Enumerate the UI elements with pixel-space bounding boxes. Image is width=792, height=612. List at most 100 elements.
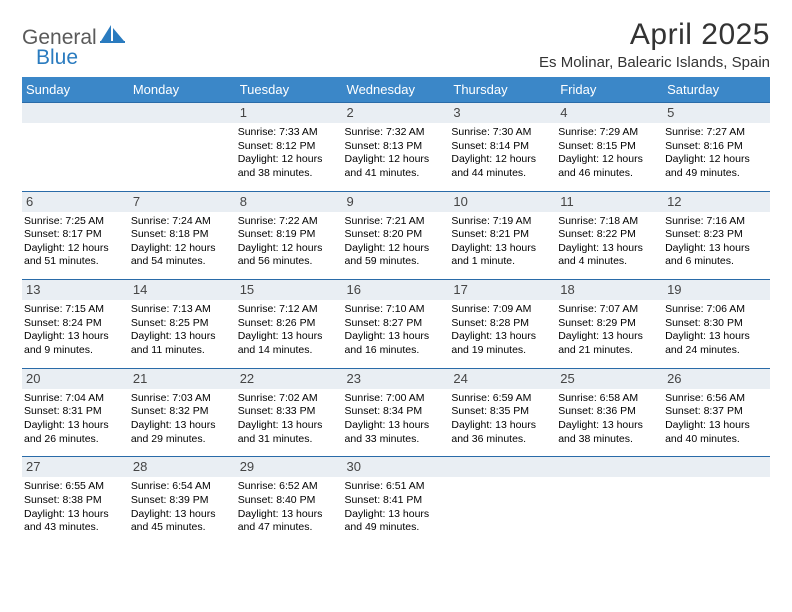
sunrise-text: Sunrise: 7:22 AM [238, 215, 339, 229]
sunrise-text: Sunrise: 6:54 AM [131, 480, 232, 494]
daylight-text: Daylight: 12 hours and 49 minutes. [665, 153, 766, 180]
day-details: Sunrise: 6:55 AMSunset: 8:38 PMDaylight:… [24, 480, 125, 535]
sunset-text: Sunset: 8:24 PM [24, 317, 125, 331]
sunrise-text: Sunrise: 6:55 AM [24, 480, 125, 494]
day-number: 5 [663, 103, 770, 123]
day-cell: 2Sunrise: 7:32 AMSunset: 8:13 PMDaylight… [343, 103, 450, 192]
daylight-text: Daylight: 13 hours and 16 minutes. [345, 330, 446, 357]
daylight-text: Daylight: 12 hours and 59 minutes. [345, 242, 446, 269]
sunrise-text: Sunrise: 7:27 AM [665, 126, 766, 140]
sunrise-text: Sunrise: 6:56 AM [665, 392, 766, 406]
day-number: 6 [22, 192, 129, 212]
day-number: 24 [449, 369, 556, 389]
day-number: 28 [129, 457, 236, 477]
brand-logo: General Blue [22, 26, 97, 70]
day-number: 15 [236, 280, 343, 300]
daylight-text: Daylight: 13 hours and 38 minutes. [558, 419, 659, 446]
day-number-empty [556, 457, 663, 477]
day-header-row: SundayMondayTuesdayWednesdayThursdayFrid… [22, 77, 770, 103]
sunset-text: Sunset: 8:25 PM [131, 317, 232, 331]
sunset-text: Sunset: 8:19 PM [238, 228, 339, 242]
day-cell: 30Sunrise: 6:51 AMSunset: 8:41 PMDayligh… [343, 457, 450, 545]
sunrise-text: Sunrise: 7:10 AM [345, 303, 446, 317]
sunset-text: Sunset: 8:16 PM [665, 140, 766, 154]
day-number: 23 [343, 369, 450, 389]
sunset-text: Sunset: 8:14 PM [451, 140, 552, 154]
daylight-text: Daylight: 13 hours and 43 minutes. [24, 508, 125, 535]
day-cell: 4Sunrise: 7:29 AMSunset: 8:15 PMDaylight… [556, 103, 663, 192]
daylight-text: Daylight: 13 hours and 4 minutes. [558, 242, 659, 269]
day-header-sunday: Sunday [22, 77, 129, 103]
calendar-table: SundayMondayTuesdayWednesdayThursdayFrid… [22, 77, 770, 545]
sunrise-text: Sunrise: 7:21 AM [345, 215, 446, 229]
day-cell [449, 457, 556, 545]
sunset-text: Sunset: 8:20 PM [345, 228, 446, 242]
day-details: Sunrise: 6:58 AMSunset: 8:36 PMDaylight:… [558, 392, 659, 447]
daylight-text: Daylight: 13 hours and 36 minutes. [451, 419, 552, 446]
day-cell: 13Sunrise: 7:15 AMSunset: 8:24 PMDayligh… [22, 280, 129, 369]
day-cell: 26Sunrise: 6:56 AMSunset: 8:37 PMDayligh… [663, 368, 770, 457]
sunset-text: Sunset: 8:15 PM [558, 140, 659, 154]
day-cell: 10Sunrise: 7:19 AMSunset: 8:21 PMDayligh… [449, 191, 556, 280]
day-details: Sunrise: 7:00 AMSunset: 8:34 PMDaylight:… [345, 392, 446, 447]
sunrise-text: Sunrise: 6:59 AM [451, 392, 552, 406]
day-details: Sunrise: 7:33 AMSunset: 8:12 PMDaylight:… [238, 126, 339, 181]
sunset-text: Sunset: 8:13 PM [345, 140, 446, 154]
sunset-text: Sunset: 8:39 PM [131, 494, 232, 508]
sunset-text: Sunset: 8:34 PM [345, 405, 446, 419]
day-details: Sunrise: 7:13 AMSunset: 8:25 PMDaylight:… [131, 303, 232, 358]
daylight-text: Daylight: 13 hours and 24 minutes. [665, 330, 766, 357]
sunrise-text: Sunrise: 7:04 AM [24, 392, 125, 406]
day-number: 20 [22, 369, 129, 389]
daylight-text: Daylight: 13 hours and 9 minutes. [24, 330, 125, 357]
day-number: 4 [556, 103, 663, 123]
month-title: April 2025 [539, 18, 770, 52]
sunset-text: Sunset: 8:21 PM [451, 228, 552, 242]
daylight-text: Daylight: 13 hours and 14 minutes. [238, 330, 339, 357]
daylight-text: Daylight: 13 hours and 19 minutes. [451, 330, 552, 357]
day-details: Sunrise: 7:22 AMSunset: 8:19 PMDaylight:… [238, 215, 339, 270]
day-number: 10 [449, 192, 556, 212]
daylight-text: Daylight: 12 hours and 56 minutes. [238, 242, 339, 269]
sunrise-text: Sunrise: 6:52 AM [238, 480, 339, 494]
day-number-empty [449, 457, 556, 477]
day-cell: 8Sunrise: 7:22 AMSunset: 8:19 PMDaylight… [236, 191, 343, 280]
day-cell: 14 Sunrise: 7:13 AMSunset: 8:25 PMDayligh… [129, 280, 236, 369]
day-header-thursday: Thursday [449, 77, 556, 103]
day-number: 9 [343, 192, 450, 212]
sunset-text: Sunset: 8:31 PM [24, 405, 125, 419]
sunset-text: Sunset: 8:27 PM [345, 317, 446, 331]
day-details: Sunrise: 7:27 AMSunset: 8:16 PMDaylight:… [665, 126, 766, 181]
daylight-text: Daylight: 13 hours and 33 minutes. [345, 419, 446, 446]
sunrise-text: Sunrise: 6:51 AM [345, 480, 446, 494]
sunrise-text: Sunrise: 6:58 AM [558, 392, 659, 406]
daylight-text: Daylight: 13 hours and 6 minutes. [665, 242, 766, 269]
sunrise-text: Sunrise: 7:15 AM [24, 303, 125, 317]
daylight-text: Daylight: 13 hours and 31 minutes. [238, 419, 339, 446]
day-details: Sunrise: 7:32 AMSunset: 8:13 PMDaylight:… [345, 126, 446, 181]
week-row: 20 Sunrise: 7:04 AMSunset: 8:31 PM Dayligh… [22, 368, 770, 457]
sunrise-text: Sunrise: 7:00 AM [345, 392, 446, 406]
day-number: 26 [663, 369, 770, 389]
day-number: 30 [343, 457, 450, 477]
day-cell: 22Sunrise: 7:02 AMSunset: 8:33 PMDayligh… [236, 368, 343, 457]
sunset-text: Sunset: 8:35 PM [451, 405, 552, 419]
day-details: Sunrise: 6:54 AMSunset: 8:39 PMDaylight:… [131, 480, 232, 535]
day-details: Sunrise: 7:25 AMSunset: 8:17 PMDaylight:… [24, 215, 125, 270]
daylight-text: Daylight: 13 hours and 29 minutes. [131, 419, 232, 446]
day-number: 14 [129, 280, 236, 300]
daylight-text: Daylight: 12 hours and 51 minutes. [24, 242, 125, 269]
day-number: 18 [556, 280, 663, 300]
day-cell: 12Sunrise: 7:16 AMSunset: 8:23 PMDayligh… [663, 191, 770, 280]
sunset-text: Sunset: 8:38 PM [24, 494, 125, 508]
sunset-text: Sunset: 8:29 PM [558, 317, 659, 331]
sunset-text: Sunset: 8:30 PM [665, 317, 766, 331]
sunrise-text: Sunrise: 7:19 AM [451, 215, 552, 229]
day-number: 29 [236, 457, 343, 477]
page-header: General Blue April 2025 Es Molinar, Bale… [22, 18, 770, 71]
day-cell [129, 103, 236, 192]
sunset-text: Sunset: 8:18 PM [131, 228, 232, 242]
sunset-text: Sunset: 8:32 PM [131, 405, 232, 419]
daylight-text: Daylight: 13 hours and 21 minutes. [558, 330, 659, 357]
daylight-text: Daylight: 13 hours and 47 minutes. [238, 508, 339, 535]
